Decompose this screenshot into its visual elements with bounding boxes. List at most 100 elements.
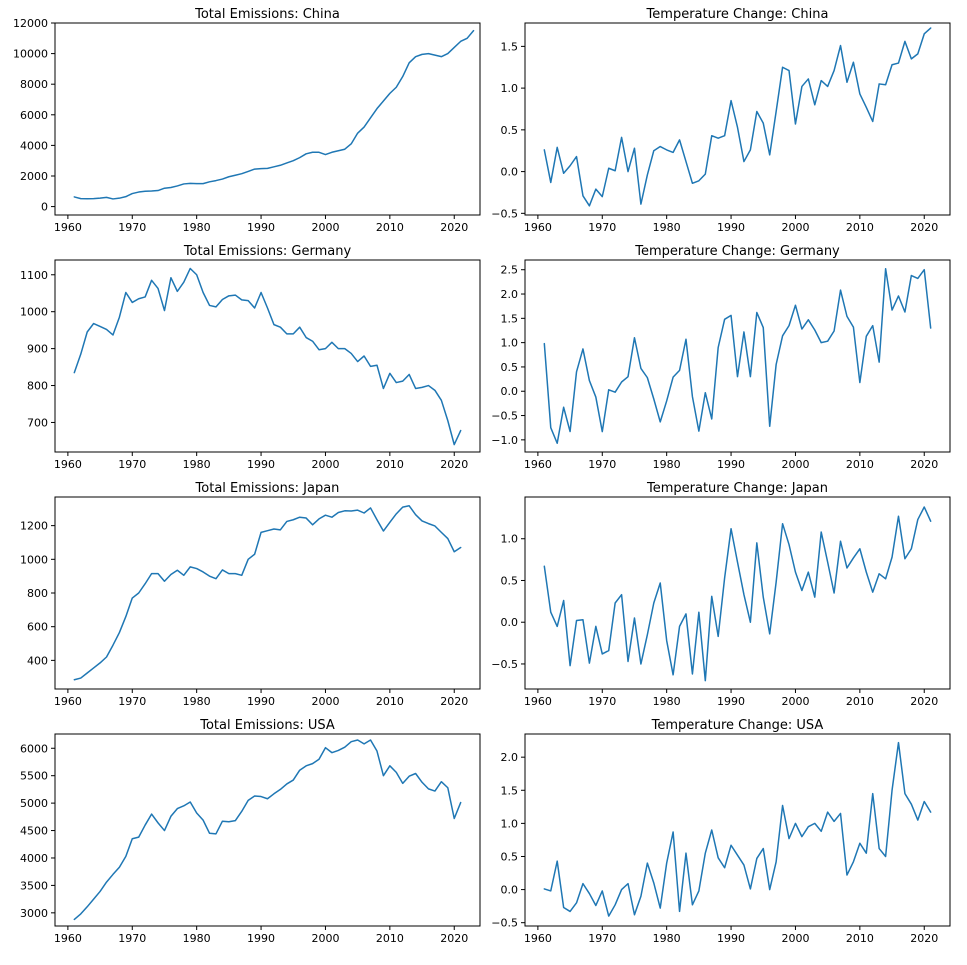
- x-tick-label: 2020: [440, 695, 468, 708]
- chart-title: Temperature Change: USA: [651, 718, 824, 733]
- x-tick-label: 2020: [910, 458, 938, 471]
- y-tick-label: 2.0: [501, 288, 519, 301]
- x-tick-label: 2010: [376, 221, 404, 234]
- x-tick-label: 2000: [781, 932, 809, 945]
- y-tick-label: 700: [27, 416, 48, 429]
- series-points: [544, 269, 930, 444]
- series-line: [73, 29, 475, 200]
- x-tick-label: 1980: [653, 458, 681, 471]
- y-tick-label: 0.5: [501, 361, 519, 374]
- y-tick-label: 12000: [13, 17, 48, 30]
- y-tick-label: 5000: [20, 797, 48, 810]
- y-tick-label: 4000: [20, 852, 48, 865]
- x-tick-label: 2010: [846, 695, 874, 708]
- y-tick-label: 0: [41, 201, 48, 214]
- x-tick-label: 2010: [846, 458, 874, 471]
- x-tick-label: 2020: [910, 221, 938, 234]
- axes-frame: [524, 259, 951, 453]
- x-tick-label: 1970: [588, 932, 616, 945]
- y-tick-label: 1.5: [501, 312, 519, 325]
- y-tick-label: 800: [27, 587, 48, 600]
- y-tick-label: 1000: [20, 553, 48, 566]
- y-tick-label: 0.5: [501, 574, 519, 587]
- x-tick-label: 1960: [524, 932, 552, 945]
- y-tick-label: 6000: [20, 742, 48, 755]
- series-line: [543, 27, 932, 207]
- x-tick-label: 2020: [440, 458, 468, 471]
- series-line: [543, 741, 932, 917]
- x-tick-label: 2020: [440, 932, 468, 945]
- x-tick-label: 2000: [781, 221, 809, 234]
- chart-panel-4: Temperature Change: Germany 1960 1970 1980 1…: [491, 244, 951, 471]
- chart-panel-7: Total Emissions: USA 1960 1970 1980 1990 2000…: [20, 718, 481, 945]
- y-tick-label: 10000: [13, 48, 48, 61]
- x-tick-label: 1970: [588, 695, 616, 708]
- x-tick-label: 2020: [910, 695, 938, 708]
- axes-frame: [54, 22, 481, 216]
- y-tick-label: 5500: [20, 770, 48, 783]
- x-tick-label: 1980: [653, 932, 681, 945]
- x-tick-label: 2000: [311, 458, 339, 471]
- x-tick-label: 1990: [247, 695, 275, 708]
- y-tick-label: 800: [27, 380, 48, 393]
- x-tick-label: 1990: [247, 458, 275, 471]
- series-points: [544, 743, 930, 916]
- chart-panel-1: Total Emissions: China 1960 1970 1980 1990 20…: [13, 7, 481, 234]
- x-tick-label: 1980: [653, 695, 681, 708]
- chart-panel-5: Total Emissions: Japan 1960 1970 1980 1990 20…: [20, 481, 481, 708]
- series-line: [543, 268, 932, 444]
- y-tick-label: 8000: [20, 78, 48, 91]
- x-tick-label: 2000: [781, 695, 809, 708]
- y-tick-label: 1.0: [501, 82, 519, 95]
- x-tick-label: 2010: [376, 695, 404, 708]
- x-tick-label: 2020: [910, 932, 938, 945]
- y-tick-label: −0.5: [491, 410, 518, 423]
- y-tick-label: 1100: [20, 269, 48, 282]
- chart-title: Temperature Change: Japan: [646, 481, 828, 496]
- series-line: [543, 506, 932, 682]
- chart-title: Total Emissions: USA: [199, 718, 335, 733]
- y-tick-label: 2000: [20, 170, 48, 183]
- axes-frame: [54, 733, 481, 927]
- chart-panel-8: Temperature Change: USA 1960 1970 1980 1990 2…: [491, 718, 951, 945]
- x-tick-label: 2000: [311, 695, 339, 708]
- axes-frame: [524, 496, 951, 690]
- chart-title: Temperature Change: China: [646, 7, 829, 22]
- x-tick-label: 2010: [846, 221, 874, 234]
- y-tick-label: 0.5: [501, 124, 519, 137]
- y-tick-label: −0.5: [491, 917, 518, 930]
- series-points: [74, 31, 473, 199]
- y-tick-label: 600: [27, 621, 48, 634]
- x-tick-label: 1960: [54, 221, 82, 234]
- y-tick-label: 0.0: [501, 616, 519, 629]
- y-tick-label: 1.0: [501, 533, 519, 546]
- series-points: [74, 506, 460, 680]
- x-tick-label: 2010: [846, 932, 874, 945]
- y-tick-label: 1.0: [501, 337, 519, 350]
- axes-frame: [54, 259, 481, 453]
- series-line: [73, 505, 462, 681]
- axes-frame: [54, 496, 481, 690]
- y-tick-label: −1.0: [491, 434, 518, 447]
- y-tick-label: −0.5: [491, 658, 518, 671]
- x-tick-label: 1970: [118, 695, 146, 708]
- series-points: [74, 268, 460, 444]
- chart-panel-6: Temperature Change: Japan 1960 1970 1980 199…: [491, 481, 951, 708]
- x-tick-label: 1990: [247, 932, 275, 945]
- x-tick-label: 1970: [118, 932, 146, 945]
- series-points: [544, 28, 930, 206]
- y-tick-label: 1000: [20, 306, 48, 319]
- axes-frame: [524, 733, 951, 927]
- chart-title: Total Emissions: Japan: [195, 481, 340, 496]
- x-tick-label: 1990: [717, 932, 745, 945]
- chart-panel-2: Temperature Change: China 1960 1970 1980 199…: [491, 7, 951, 234]
- y-tick-label: 1.5: [501, 784, 519, 797]
- x-tick-label: 1980: [183, 458, 211, 471]
- x-tick-label: 1980: [183, 932, 211, 945]
- x-tick-label: 2000: [311, 221, 339, 234]
- x-tick-label: 2000: [311, 932, 339, 945]
- y-tick-label: 2.0: [501, 751, 519, 764]
- y-tick-label: 900: [27, 343, 48, 356]
- y-tick-label: 6000: [20, 109, 48, 122]
- x-tick-label: 1970: [118, 221, 146, 234]
